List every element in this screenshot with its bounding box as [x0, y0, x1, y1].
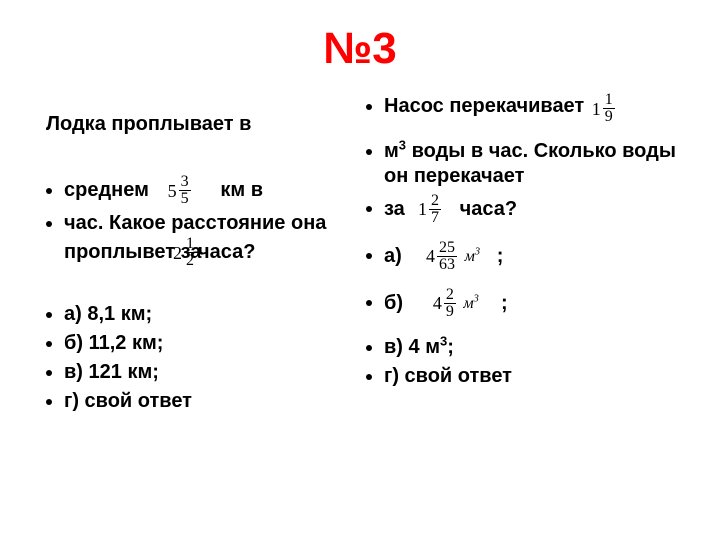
list-item: Насос перекачивает 119 [384, 90, 680, 123]
answer-item: а) 42563 м3 ; [384, 240, 680, 273]
fraction-den: 9 [444, 304, 456, 320]
list-item: час. Какое расстояние она проплывет за 2… [64, 211, 360, 269]
right-bullet-list: Насос перекачивает 119 м3 воды в час. Ск… [360, 90, 680, 389]
fraction-num: 3 [179, 174, 191, 191]
mixed-fraction: 212 [173, 236, 196, 269]
fraction-whole: 5 [168, 182, 179, 200]
right-column: Насос перекачивает 119 м3 воды в час. Ск… [360, 82, 680, 422]
text-fragment: часа? [460, 197, 517, 219]
fraction-whole: 4 [433, 294, 444, 312]
list-item: м3 воды в час. Сколько воды он перекачае… [384, 137, 680, 189]
answer-item: г) свой ответ [384, 364, 680, 389]
fraction-whole: 4 [426, 247, 437, 265]
list-spacer [64, 145, 360, 170]
fraction-den: 9 [603, 109, 615, 125]
fraction-num: 2 [429, 193, 441, 210]
text-fragment: в) 4 м3; [384, 336, 454, 358]
fraction-den: 63 [437, 257, 457, 273]
fraction-num: 25 [437, 240, 457, 257]
answer-item: б) 429 м3 ; [384, 287, 680, 320]
mixed-fraction: 42563 [426, 240, 457, 273]
list-item: за 127 часа? [384, 193, 680, 226]
list-spacer [64, 273, 360, 298]
content-columns: Лодка проплывает в среднем 535 км в час.… [0, 82, 720, 422]
text-fragment: ; [501, 291, 508, 313]
units: м3 [463, 295, 478, 312]
mixed-fraction: 127 [418, 193, 441, 226]
left-column: Лодка проплывает в среднем 535 км в час.… [40, 82, 360, 422]
left-intro: Лодка проплывает в [40, 112, 360, 137]
text-fragment: за [384, 197, 405, 219]
answer-item: в) 121 км; [64, 360, 360, 385]
mixed-fraction: 535 [168, 174, 191, 207]
fraction-whole: 2 [173, 244, 184, 262]
units: м3 [465, 248, 480, 265]
answer-item: в) 4 м3; [384, 334, 680, 361]
answer-label: а) [384, 244, 402, 266]
mixed-fraction: 119 [592, 92, 615, 125]
mixed-fraction: 429 [433, 287, 456, 320]
title-text: №3 [323, 24, 397, 73]
answer-item: б) 11,2 км; [64, 331, 360, 356]
answer-label: б) [384, 291, 403, 313]
fraction-whole: 1 [592, 100, 603, 118]
text-fragment: часа? [198, 241, 255, 263]
answer-item: г) свой ответ [64, 389, 360, 414]
answer-item: а) 8,1 км; [64, 302, 360, 327]
text-fragment: среднем [64, 179, 149, 201]
list-spacer [384, 127, 680, 133]
text-fragment: м3 воды в час. Сколько воды он перекачае… [384, 140, 676, 187]
fraction-den: 2 [184, 253, 196, 269]
fraction-num: 1 [603, 92, 615, 109]
list-spacer [384, 277, 680, 283]
slide-title: №3 [0, 0, 720, 82]
list-item: среднем 535 км в [64, 174, 360, 207]
fraction-den: 7 [429, 210, 441, 226]
list-spacer [384, 230, 680, 236]
fraction-num: 1 [184, 236, 196, 253]
fraction-whole: 1 [418, 200, 429, 218]
list-spacer [384, 324, 680, 330]
text-fragment: ; [497, 244, 504, 266]
left-bullet-list: среднем 535 км в час. Какое расстояние о… [40, 145, 360, 414]
fraction-den: 5 [179, 191, 191, 207]
fraction-num: 2 [444, 287, 456, 304]
text-fragment: Насос перекачивает [384, 95, 584, 117]
text-fragment: км в [220, 179, 263, 201]
